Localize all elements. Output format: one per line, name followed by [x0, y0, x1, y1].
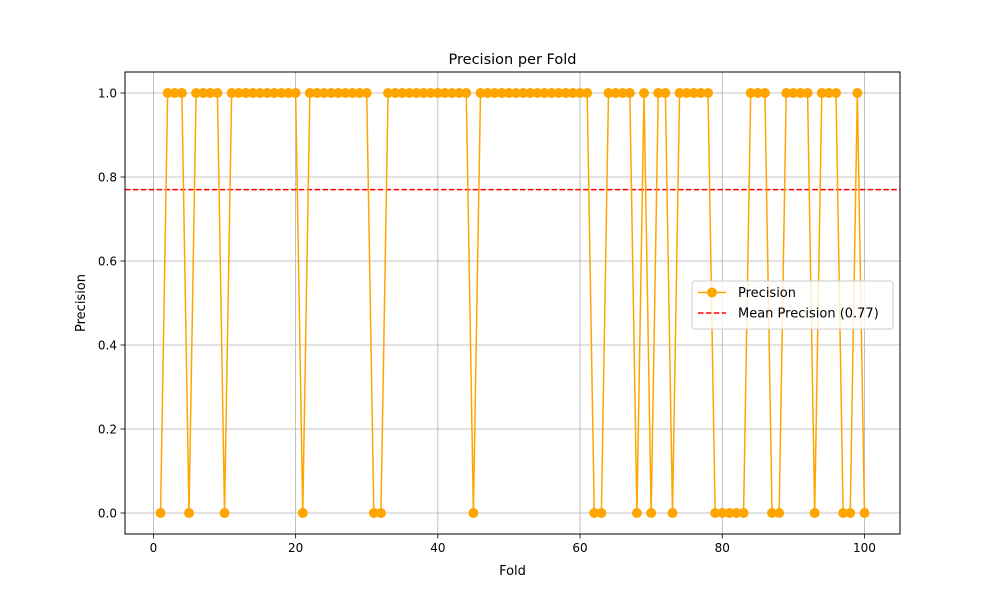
- x-tick-label: 80: [715, 541, 730, 555]
- legend-box: [691, 280, 894, 330]
- x-tick-label: 60: [572, 541, 587, 555]
- precision-point: [639, 88, 650, 98]
- y-tick-label: 0.8: [98, 170, 117, 184]
- y-tick-label: 0.4: [98, 338, 117, 352]
- precision-point: [859, 508, 870, 518]
- precision-point: [290, 88, 301, 98]
- precision-point: [219, 508, 230, 518]
- precision-point: [361, 88, 372, 98]
- y-axis-label: Precision: [74, 274, 89, 332]
- legend-mean-label: Mean Precision (0.77): [738, 307, 879, 322]
- precision-point: [212, 88, 223, 98]
- precision-point: [596, 508, 607, 518]
- legend-precision-marker: [707, 287, 717, 298]
- data-series: [155, 88, 870, 518]
- x-tick-label: 100: [853, 541, 876, 555]
- precision-point: [667, 508, 678, 518]
- precision-point: [375, 508, 386, 518]
- precision-point: [852, 88, 863, 98]
- precision-point: [297, 508, 308, 518]
- legend: Precision Mean Precision (0.77): [691, 280, 894, 330]
- y-tick-label: 0.6: [98, 254, 117, 268]
- precision-point: [660, 88, 671, 98]
- precision-point: [774, 508, 785, 518]
- x-tick-label: 0: [150, 541, 158, 555]
- chart-title: Precision per Fold: [449, 52, 577, 68]
- precision-point: [831, 88, 842, 98]
- y-tick-label: 0.2: [98, 422, 117, 436]
- precision-point: [624, 88, 635, 98]
- precision-point: [155, 508, 166, 518]
- plot-frame: [124, 71, 901, 535]
- precision-point: [845, 508, 856, 518]
- x-tick-label: 40: [430, 541, 445, 555]
- precision-point: [738, 508, 749, 518]
- precision-point: [461, 88, 472, 98]
- precision-point: [183, 508, 194, 518]
- y-tick-label: 0.0: [98, 506, 117, 520]
- precision-point: [809, 508, 820, 518]
- precision-point: [759, 88, 770, 98]
- precision-point: [802, 88, 813, 98]
- precision-point: [631, 508, 642, 518]
- y-tick-label: 1.0: [98, 86, 117, 100]
- precision-point: [582, 88, 593, 98]
- x-axis-ticks: 0 20 40 60 80 100: [150, 534, 876, 555]
- y-axis-ticks: 0.0 0.2 0.4 0.6 0.8 1.0: [98, 86, 125, 520]
- precision-point: [468, 508, 479, 518]
- x-axis-label: Fold: [499, 564, 526, 579]
- legend-precision-label: Precision: [738, 286, 796, 301]
- precision-point: [646, 508, 657, 518]
- precision-point: [176, 88, 187, 98]
- precision-point: [703, 88, 714, 98]
- x-tick-label: 20: [288, 541, 303, 555]
